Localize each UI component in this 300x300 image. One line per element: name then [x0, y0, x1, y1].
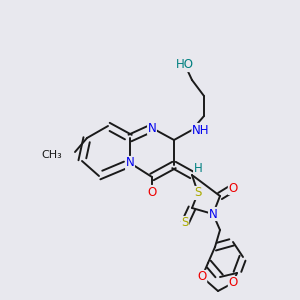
Text: S: S [181, 217, 189, 230]
Text: N: N [208, 208, 217, 220]
Text: O: O [197, 271, 207, 284]
Text: HO: HO [176, 58, 194, 71]
Text: N: N [148, 122, 156, 134]
Text: CH₃: CH₃ [41, 150, 62, 160]
Text: O: O [228, 182, 238, 194]
Text: NH: NH [192, 124, 209, 136]
Text: N: N [126, 157, 134, 169]
Text: O: O [147, 185, 157, 199]
Text: S: S [194, 187, 202, 200]
Text: O: O [228, 277, 238, 290]
Text: H: H [194, 161, 202, 175]
